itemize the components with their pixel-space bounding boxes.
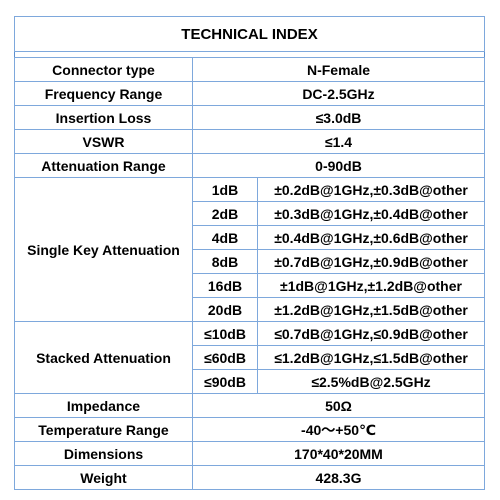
param-value: ≤1.4 [192,129,485,154]
table-row: ≤60dB ≤1.2dB@1GHz,≤1.5dB@other [15,345,485,370]
table-row: Temperature Range -40～+50℃ [14,417,485,442]
step-value: ±1.2dB@1GHz,±1.5dB@other [257,297,485,322]
table-row: Attenuation Range 0-90dB [14,153,485,178]
step-value: ±1dB@1GHz,±1.2dB@other [257,273,485,298]
step-value: ±0.7dB@1GHz,±0.9dB@other [257,249,485,274]
step-value: ±0.4dB@1GHz,±0.6dB@other [257,225,485,250]
step-cell: 2dB [192,201,258,226]
step-cell: ≤90dB [192,369,258,394]
table-row: Insertion Loss ≤3.0dB [14,105,485,130]
param-label: Connector type [14,57,193,82]
table-title: TECHNICAL INDEX [14,16,485,52]
table-row: Dimensions 170*40*20MM [14,441,485,466]
step-value: ≤2.5%dB@2.5GHz [257,369,485,394]
param-label: Frequency Range [14,81,193,106]
param-value: ≤3.0dB [192,105,485,130]
param-value: 428.3G [192,465,485,490]
table-row: ≤90dB ≤2.5%dB@2.5GHz [15,369,485,394]
step-cell: 1dB [192,177,258,202]
param-label: VSWR [14,129,193,154]
param-value: 0-90dB [192,153,485,178]
param-value: DC-2.5GHz [192,81,485,106]
table-row: VSWR ≤1.4 [14,129,485,154]
group-label-single-key: Single Key Attenuation [14,177,193,322]
step-cell: 20dB [192,297,258,322]
step-cell: 4dB [192,225,258,250]
param-label: Attenuation Range [14,153,193,178]
step-cell: 16dB [192,273,258,298]
step-cell: 8dB [192,249,258,274]
param-label: Impedance [14,393,193,418]
table-row: Frequency Range DC-2.5GHz [14,81,485,106]
table-row: 8dB ±0.7dB@1GHz,±0.9dB@other [15,249,485,274]
param-label: Temperature Range [14,417,193,442]
step-cell: ≤10dB [192,321,258,346]
group-label-stacked: Stacked Attenuation [14,321,193,394]
step-value: ±0.2dB@1GHz,±0.3dB@other [257,177,485,202]
table-row: Impedance 50Ω [14,393,485,418]
param-label: Weight [14,465,193,490]
step-cell: ≤60dB [192,345,258,370]
step-value: ≤1.2dB@1GHz,≤1.5dB@other [257,345,485,370]
table-row: Connector type N-Female [14,57,485,82]
technical-index-table: TECHNICAL INDEX Connector type N-Female … [14,16,485,490]
table-row: Stacked Attenuation ≤10dB ≤0.7dB@1GHz,≤0… [14,321,485,394]
title-row: TECHNICAL INDEX [14,16,485,52]
table-row: 2dB ±0.3dB@1GHz,±0.4dB@other [15,201,485,226]
param-value: -40～+50℃ [192,417,485,442]
table-row: 20dB ±1.2dB@1GHz,±1.5dB@other [15,297,485,322]
param-value: 50Ω [192,393,485,418]
step-value: ≤0.7dB@1GHz,≤0.9dB@other [257,321,485,346]
param-value: N-Female [192,57,485,82]
param-label: Insertion Loss [14,105,193,130]
param-label: Dimensions [14,441,193,466]
table-row: Single Key Attenuation 1dB ±0.2dB@1GHz,±… [14,177,485,322]
param-value: 170*40*20MM [192,441,485,466]
table-row: Weight 428.3G [14,465,485,490]
step-value: ±0.3dB@1GHz,±0.4dB@other [257,201,485,226]
